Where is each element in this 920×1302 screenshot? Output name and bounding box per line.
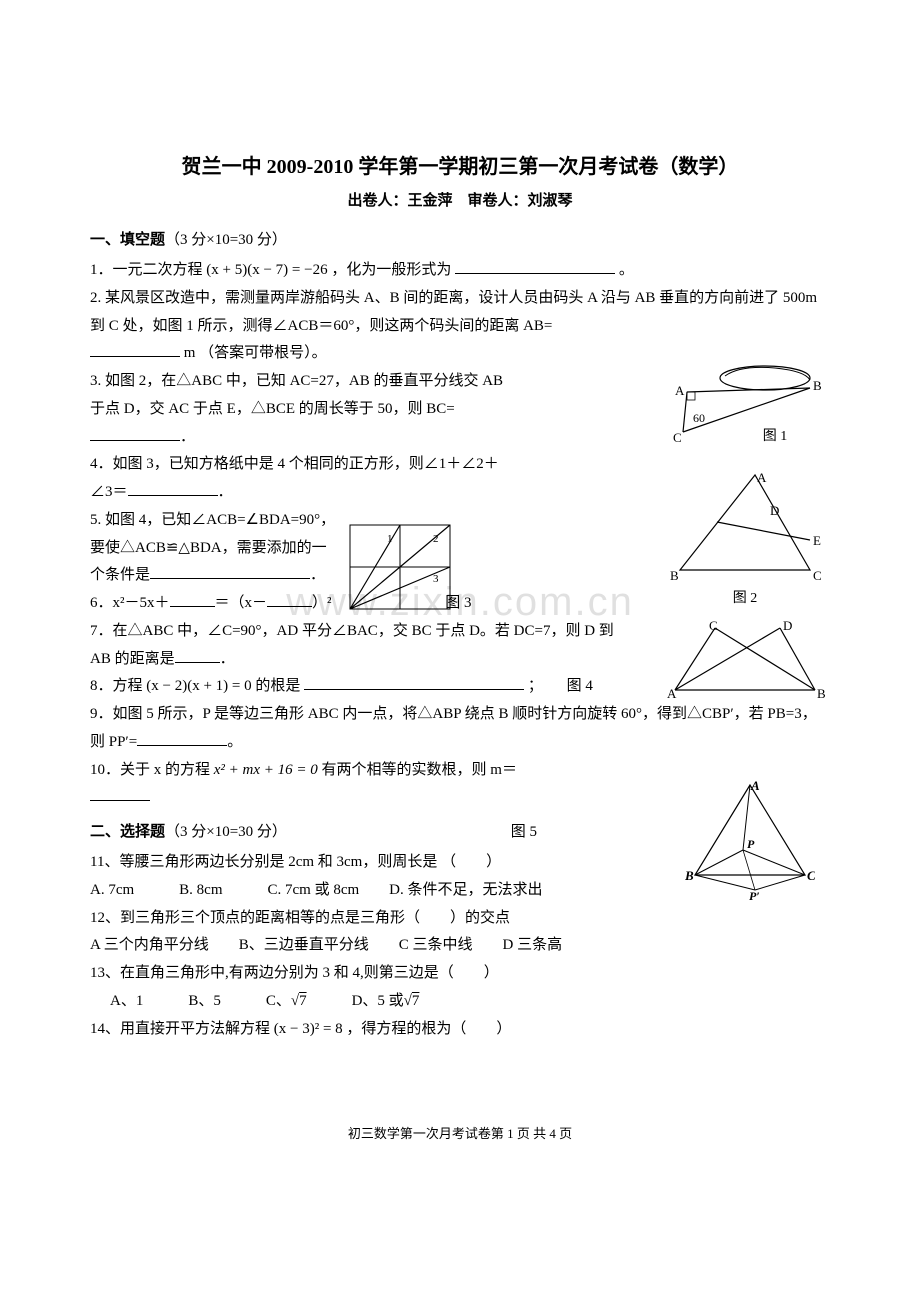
- q10-blank: [90, 786, 150, 801]
- q8-blank: [304, 675, 524, 690]
- q9-blank: [137, 731, 227, 746]
- q13-opts-a: A、1 B、5 C、: [110, 993, 291, 1009]
- q10: 10．关于 x 的方程 x² + mx + 16 = 0 有两个相等的实数根，则…: [90, 757, 550, 813]
- q6-c: ）²: [312, 595, 332, 611]
- q3: 3. 如图 2，在△ABC 中，已知 AC=27，AB 的垂直平分线交 AB 于…: [90, 368, 510, 451]
- q12: 12、到三角形三个顶点的距离相等的点是三角形（ ）的交点: [90, 905, 830, 933]
- section-1-head: 一、填空题（3 分×10=30 分）: [90, 228, 830, 249]
- q4-blank: [128, 481, 218, 496]
- q8-eq: (x − 2)(x + 1) = 0: [146, 678, 251, 694]
- q10-eq: x² + mx + 16 = 0: [214, 762, 318, 778]
- q6-b: ＝（x－: [215, 595, 268, 611]
- q6-a: 6．x²－5x＋: [90, 595, 170, 611]
- page-footer: 初三数学第一次月考试卷第 1 页 共 4 页: [90, 1123, 830, 1142]
- q1-blank: [455, 259, 615, 274]
- q7-b: ．: [220, 651, 235, 667]
- q1-eq: (x + 5)(x − 7) = −26: [206, 262, 327, 278]
- q5-b: ．: [310, 567, 325, 583]
- q14-a: 14、用直接开平方法解方程: [90, 1021, 270, 1037]
- q3-text: 3. 如图 2，在△ABC 中，已知 AC=27，AB 的垂直平分线交 AB 于…: [90, 373, 503, 417]
- q13-opts: A、1 B、5 C、√7 D、5 或√7: [90, 988, 830, 1016]
- q2b: m （答案可带根号）。: [90, 340, 830, 368]
- q3-blank: [90, 426, 180, 441]
- q8-c: ；: [528, 678, 543, 694]
- q11-opts: A. 7cm B. 8cm C. 7cm 或 8cm D. 条件不足，无法求出: [90, 877, 830, 905]
- q9-b: 。: [227, 734, 242, 750]
- q1: 1．一元二次方程 (x + 5)(x − 7) = −26 ，化为一般形式为 。: [90, 257, 830, 285]
- q8: 8．方程 (x − 2)(x + 1) = 0 的根是 ； 图 4: [90, 673, 830, 701]
- q6-blank2: [267, 592, 312, 607]
- q2-blank: [90, 342, 180, 357]
- section-1-pts: （3 分×10=30 分）: [165, 232, 287, 248]
- q11: 11、等腰三角形两边长分别是 2cm 和 3cm，则周长是 （ ）: [90, 849, 830, 877]
- fig5-label: 图 5: [511, 824, 537, 840]
- fig3-label: 图 3: [445, 595, 471, 611]
- q2: 2. 某风景区改造中，需测量两岸游船码头 A、B 间的距离，设计人员由码头 A …: [90, 285, 830, 341]
- q13-sqrt2: 7: [412, 993, 420, 1009]
- q14-eq: (x − 3)² = 8: [274, 1021, 343, 1037]
- q10-b: 有两个相等的实数根，则 m＝: [322, 762, 517, 778]
- q1-text-a: 1．一元二次方程: [90, 262, 203, 278]
- page-title: 贺兰一中 2009-2010 学年第一学期初三第一次月考试卷（数学）: [90, 150, 830, 179]
- q13-sqrt1: 7: [299, 993, 307, 1009]
- q12-opts: A 三个内角平分线 B、三边垂直平分线 C 三条中线 D 三条高: [90, 932, 830, 960]
- q8-a: 8．方程: [90, 678, 143, 694]
- q1-text-c: 。: [619, 262, 634, 278]
- section-2-head: 二、选择题（3 分×10=30 分） 图 5: [90, 820, 830, 841]
- q14: 14、用直接开平方法解方程 (x − 3)² = 8 ，得方程的根为（ ）: [90, 1016, 830, 1044]
- q7-text: 7．在△ABC 中，∠C=90°，AD 平分∠BAC，交 BC 于点 D。若 D…: [90, 623, 614, 667]
- q4-b: ．: [218, 484, 233, 500]
- q10-a: 10．关于 x 的方程: [90, 762, 210, 778]
- q13-opts-b: D、5 或: [307, 993, 404, 1009]
- q14-b: ，得方程的根为（ ）: [346, 1021, 511, 1037]
- q1-text-b: ，化为一般形式为: [331, 262, 451, 278]
- authors: 出卷人：王金萍 审卷人：刘淑琴: [90, 189, 830, 210]
- q6: 6．x²－5x＋ ＝（x－ ）² 图 3: [90, 590, 830, 618]
- q8-b: 的根是: [255, 678, 300, 694]
- q7: 7．在△ABC 中，∠C=90°，AD 平分∠BAC，交 BC 于点 D。若 D…: [90, 618, 620, 674]
- q4: 4．如图 3，已知方格纸中是 4 个相同的正方形，则∠1＋∠2＋∠3＝．: [90, 451, 510, 507]
- section-1-label: 一、填空题: [90, 232, 165, 248]
- q3-b: ．: [180, 429, 195, 445]
- q6-blank1: [170, 592, 215, 607]
- q9: 9．如图 5 所示，P 是等边三角形 ABC 内一点，将△ABP 绕点 B 顺时…: [90, 701, 830, 757]
- fig4-label: 图 4: [567, 678, 593, 694]
- q2-text-b: m （答案可带根号）。: [184, 345, 327, 361]
- q13: 13、在直角三角形中,有两边分别为 3 和 4,则第三边是（ ）: [90, 960, 830, 988]
- section-2-pts: （3 分×10=30 分）: [165, 824, 287, 840]
- section-2-label: 二、选择题: [90, 824, 165, 840]
- q5: 5. 如图 4，已知∠ACB=∠BDA=90°，要使△ACB≌△BDA，需要添加…: [90, 507, 340, 590]
- q7-blank: [175, 648, 220, 663]
- q5-blank: [150, 564, 310, 579]
